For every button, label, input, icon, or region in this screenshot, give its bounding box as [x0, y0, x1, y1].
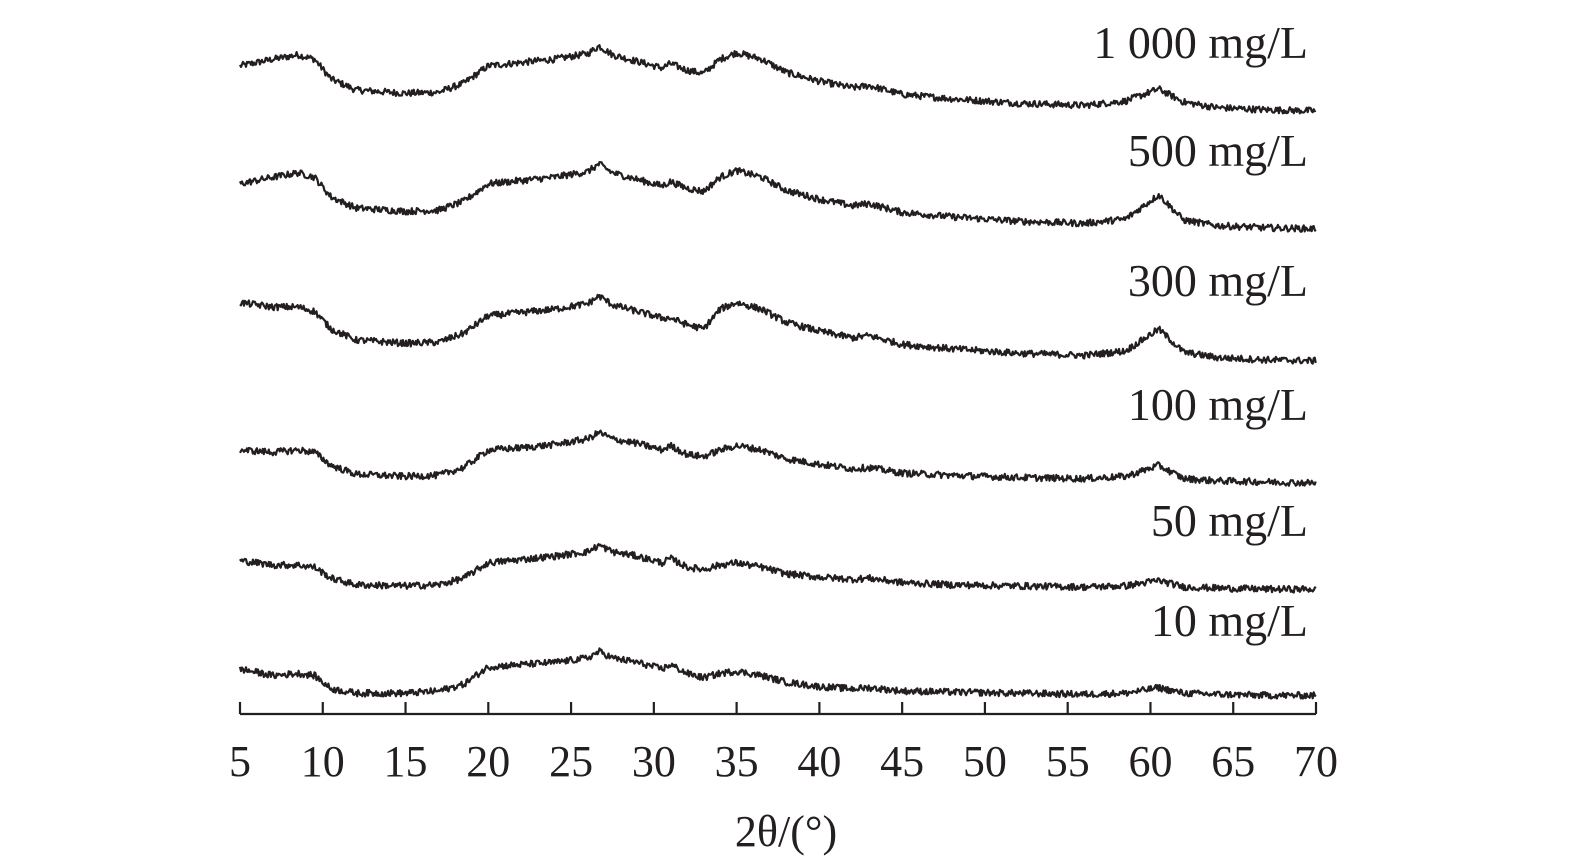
x-tick-label: 50: [963, 737, 1007, 786]
series-label: 300 mg/L: [1128, 255, 1308, 306]
series-trace: [239, 429, 1317, 487]
series-trace: [238, 161, 1317, 233]
x-tick-label: 5: [229, 737, 251, 786]
series-label: 1 000 mg/L: [1093, 17, 1308, 68]
x-axis-ticks: [238, 702, 1318, 714]
traces-group: [238, 44, 1317, 700]
series-trace: [238, 647, 1317, 700]
series-labels-group: 1 000 mg/L 500 mg/L 300 mg/L 100 mg/L 50 mg/…: [1093, 17, 1308, 646]
x-tick-label: 70: [1294, 737, 1338, 786]
x-tick-label: 25: [549, 737, 593, 786]
series-label: 10 mg/L: [1151, 595, 1308, 646]
x-axis-tick-labels: 5 10 15 20 25 30 35 40 45 50 55 60 65 70: [229, 737, 1338, 786]
x-tick-label: 15: [384, 737, 428, 786]
x-axis-title: 2θ/(°): [735, 807, 837, 856]
x-tick-label: 55: [1046, 737, 1090, 786]
series-trace: [239, 293, 1317, 365]
series-trace: [239, 44, 1317, 115]
x-tick-label: 30: [632, 737, 676, 786]
series-trace: [239, 542, 1317, 594]
x-tick-label: 60: [1128, 737, 1172, 786]
series-label: 100 mg/L: [1128, 379, 1308, 430]
x-tick-label: 35: [715, 737, 759, 786]
x-tick-label: 65: [1211, 737, 1255, 786]
x-tick-label: 20: [466, 737, 510, 786]
x-tick-label: 10: [301, 737, 345, 786]
x-tick-label: 45: [880, 737, 924, 786]
x-tick-label: 40: [797, 737, 841, 786]
series-label: 50 mg/L: [1151, 495, 1308, 546]
series-label: 500 mg/L: [1128, 125, 1308, 176]
